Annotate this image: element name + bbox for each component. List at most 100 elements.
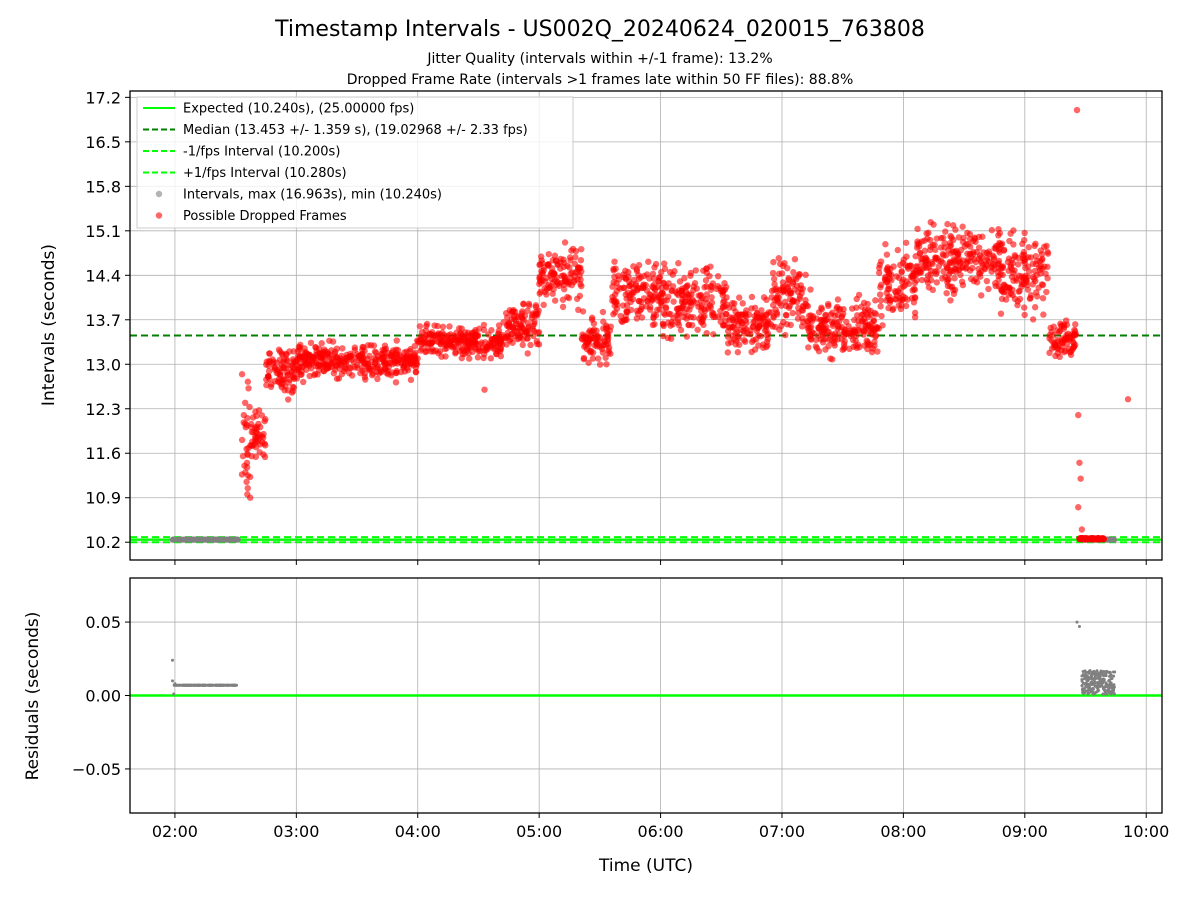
residual-point [1091, 687, 1095, 691]
dropped-frame-point [861, 306, 869, 313]
dropped-frame-point [725, 340, 732, 347]
dropped-frame-point [782, 311, 790, 319]
dropped-frame-point [265, 367, 273, 375]
residual-point [1090, 670, 1094, 674]
residual-point [229, 683, 233, 687]
dropped-frame-point [587, 348, 595, 355]
dropped-frame-point [241, 399, 249, 407]
dropped-frame-point [577, 257, 585, 264]
dropped-frame-point [710, 331, 717, 338]
residual-point [170, 679, 174, 683]
dropped-frame-point [288, 389, 296, 396]
dropped-frame-point [877, 284, 884, 291]
dropped-frame-point [568, 281, 576, 289]
dropped-frame-point [871, 326, 878, 333]
dropped-frame-point [807, 335, 814, 343]
dropped-frame-point [350, 358, 357, 366]
top-y-tick-label: 11.6 [85, 444, 121, 463]
dropped-frame-point [997, 310, 1005, 317]
top-y-tick-label: 15.8 [85, 177, 121, 196]
dropped-frame-point [446, 340, 453, 348]
residual-point [1104, 684, 1108, 688]
x-axis-label: Time (UTC) [598, 856, 693, 876]
dropped-frame-point [576, 292, 584, 300]
dropped-frame-point [996, 229, 1003, 237]
dropped-frame-point [808, 323, 815, 331]
dropped-frame-point [802, 271, 809, 279]
dropped-frame-point [796, 295, 803, 302]
residual-point [1108, 674, 1112, 678]
dropped-frame-point [288, 362, 295, 369]
dropped-frame-point [725, 304, 733, 311]
dropped-frame-point [370, 342, 378, 349]
dropped-frame-point [589, 355, 597, 362]
legend: Expected (10.240s), (25.00000 fps) Median… [136, 96, 574, 229]
dropped-frame-point [755, 342, 762, 349]
dropped-frame-point [571, 277, 578, 284]
dropped-frame-point [407, 360, 414, 367]
dropped-frame-point [330, 370, 338, 377]
dropped-frame-point [850, 343, 857, 350]
dropped-frame-point [266, 350, 273, 357]
dropped-frame-point [794, 315, 802, 322]
dropped-frame-point [611, 273, 618, 281]
dropped-frame-point [1024, 286, 1032, 293]
dropped-frame-point [694, 326, 701, 333]
dropped-frame-point [522, 329, 529, 336]
dropped-frame-point [964, 229, 971, 237]
dropped-frame-point [401, 354, 408, 361]
dropped-frame-point [318, 340, 325, 347]
dropped-frame-point [649, 296, 656, 303]
dropped-frame-point [495, 322, 503, 329]
dropped-frame-point [713, 285, 720, 293]
dropped-frame-point [964, 250, 971, 257]
dropped-frame-point [835, 323, 842, 330]
dropped-frame-point [941, 244, 948, 251]
dropped-frame-point [474, 331, 482, 339]
dropped-frame-point [330, 358, 337, 366]
dropped-frame-point [829, 356, 836, 363]
residual-point [178, 683, 182, 687]
dropped-frame-point [358, 356, 365, 363]
dropped-frame-point [1070, 340, 1078, 347]
top-y-tick-label: 10.9 [85, 489, 121, 508]
dropped-frame-point [831, 312, 839, 320]
dropped-frame-point [731, 319, 738, 326]
dropped-frame-point [1035, 284, 1042, 291]
bottom-y-tick-label: −0.05 [72, 760, 121, 779]
dropped-frame-point [531, 318, 538, 325]
dropped-frame-point [900, 276, 907, 283]
dropped-frame-point [841, 338, 848, 345]
dropped-frame-point [548, 275, 555, 283]
dropped-frame-point [636, 297, 643, 305]
dropped-frame-point [951, 286, 959, 294]
residual-point [225, 683, 229, 687]
dropped-frame-point [480, 326, 488, 334]
dropped-frame-point [554, 261, 562, 268]
dropped-frame-point [720, 322, 727, 329]
residual-point [1108, 670, 1112, 674]
dropped-frame-point [539, 259, 546, 267]
dropped-frame-point [656, 274, 663, 281]
dropped-frame-point [633, 315, 640, 322]
dropped-frame-point [998, 241, 1005, 249]
dropped-frame-point [943, 289, 950, 297]
residual-point [1110, 691, 1114, 695]
dropped-frame-point [575, 306, 582, 314]
dropped-frame-point [260, 451, 267, 458]
top-y-tick-label: 15.1 [85, 222, 121, 241]
dropped-frame-point [697, 297, 705, 304]
dropped-frame-point [319, 355, 327, 362]
dropped-frame-point [803, 302, 810, 309]
dropped-frame-point [921, 247, 929, 254]
dropped-frame-point [999, 264, 1006, 272]
top-y-tick-label: 17.2 [85, 88, 121, 107]
dropped-frame-point [361, 370, 368, 377]
dropped-frame-point [457, 336, 464, 344]
dropped-frame-point [660, 280, 667, 287]
dropped-frame-point [897, 305, 905, 313]
residual-point [1084, 689, 1088, 693]
dropped-frame-point [659, 290, 666, 297]
dropped-frame-point [899, 259, 907, 267]
interval-point [188, 536, 195, 543]
